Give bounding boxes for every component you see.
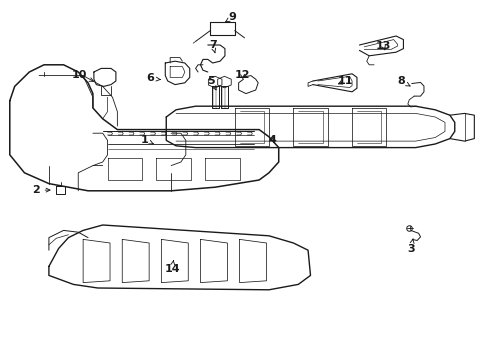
Text: 11: 11 [337,76,352,86]
Text: 6: 6 [146,73,160,84]
Text: 12: 12 [234,69,250,80]
Text: 4: 4 [268,135,276,145]
Text: 13: 13 [375,41,390,51]
Text: 8: 8 [396,76,409,86]
Text: 2: 2 [32,185,50,195]
Text: 7: 7 [208,40,216,53]
Text: 5: 5 [207,76,216,90]
Text: 1: 1 [140,135,153,145]
Text: 14: 14 [164,261,180,274]
Text: 3: 3 [406,239,414,254]
Text: 9: 9 [225,12,236,22]
Text: 10: 10 [72,69,93,81]
